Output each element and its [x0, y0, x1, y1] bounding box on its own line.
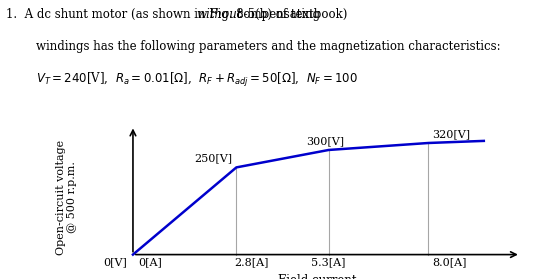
- Text: 1.  A dc shunt motor (as shown in Fig. 8-5(b) of textbook): 1. A dc shunt motor (as shown in Fig. 8-…: [6, 8, 351, 21]
- Text: 8.0[A]: 8.0[A]: [432, 257, 466, 267]
- Text: 300[V]: 300[V]: [306, 136, 344, 146]
- Text: 250[V]: 250[V]: [194, 153, 233, 163]
- Text: 2.8[A]: 2.8[A]: [234, 257, 269, 267]
- Text: windings has the following parameters and the magnetization characteristics:: windings has the following parameters an…: [36, 40, 501, 54]
- Text: 0[V]: 0[V]: [104, 257, 127, 267]
- Text: $V_T = 240$[V],  $R_a = 0.01$[$\Omega$],  $R_F + R_{adj} = 50$[$\Omega$],  $N_F : $V_T = 240$[V], $R_a = 0.01$[$\Omega$], …: [36, 71, 358, 89]
- Text: Open-circuit voltage
@ 500 r.p.m.: Open-circuit voltage @ 500 r.p.m.: [56, 140, 77, 255]
- Text: 320[V]: 320[V]: [432, 129, 470, 139]
- Text: 0[A]: 0[A]: [138, 257, 162, 267]
- Text: compensating: compensating: [233, 8, 320, 21]
- Text: without: without: [197, 8, 242, 21]
- Text: 5.3[A]: 5.3[A]: [311, 257, 346, 267]
- Text: Field current: Field current: [278, 274, 357, 279]
